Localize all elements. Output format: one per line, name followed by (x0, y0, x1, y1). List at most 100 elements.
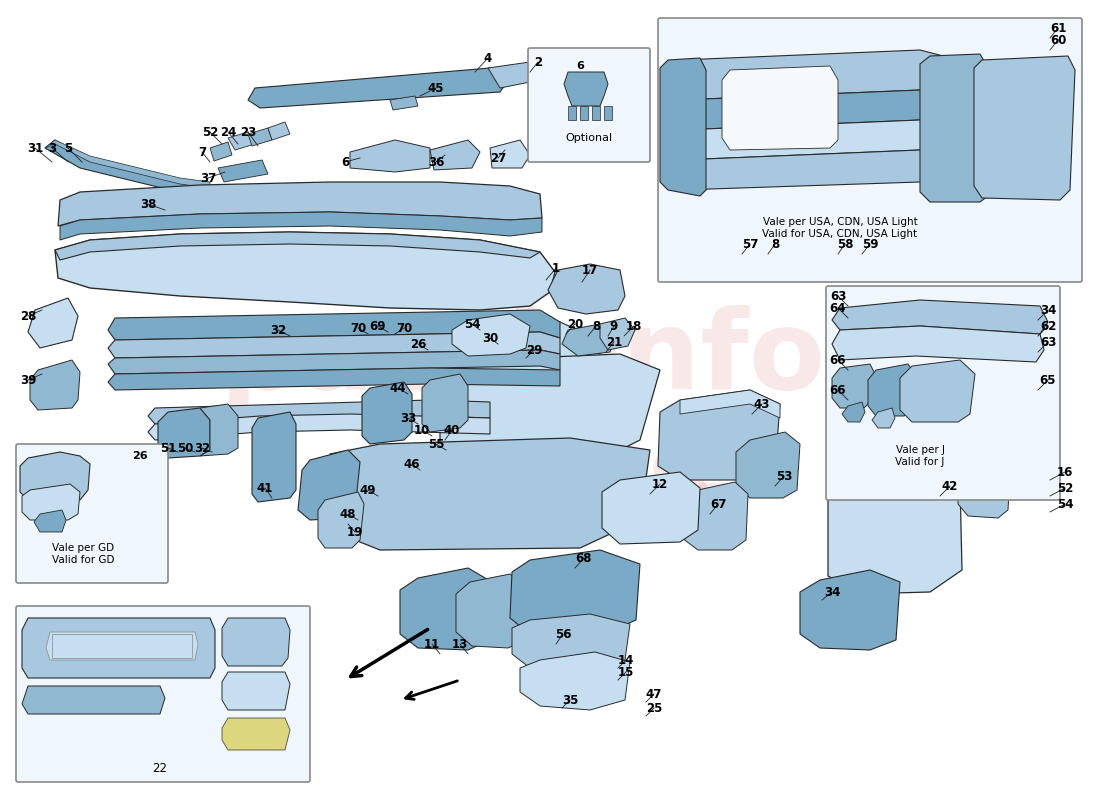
Text: 66: 66 (829, 354, 846, 366)
Polygon shape (200, 404, 238, 456)
Text: 44: 44 (389, 382, 406, 394)
Text: 12: 12 (652, 478, 668, 490)
Text: 26: 26 (132, 451, 148, 461)
Polygon shape (832, 326, 1044, 362)
Text: 42: 42 (942, 479, 958, 493)
Polygon shape (832, 364, 876, 408)
Text: Vale per GD: Vale per GD (52, 543, 114, 553)
Text: 54: 54 (464, 318, 481, 330)
Polygon shape (318, 492, 364, 548)
Text: 70: 70 (350, 322, 366, 334)
Polygon shape (34, 510, 66, 532)
Polygon shape (658, 390, 780, 480)
Text: 23: 23 (240, 126, 256, 138)
Text: 20: 20 (566, 318, 583, 330)
Text: 63: 63 (1040, 335, 1056, 349)
Text: 62: 62 (1040, 319, 1056, 333)
Text: 25: 25 (646, 702, 662, 714)
Polygon shape (660, 58, 706, 196)
Polygon shape (722, 66, 838, 150)
Text: 9: 9 (609, 319, 618, 333)
Text: 21: 21 (606, 335, 623, 349)
Polygon shape (248, 128, 272, 146)
Text: 51: 51 (160, 442, 176, 454)
Polygon shape (510, 550, 640, 636)
Text: 32: 32 (270, 323, 286, 337)
Text: 13: 13 (452, 638, 469, 650)
Text: 8: 8 (771, 238, 779, 250)
Text: 55: 55 (428, 438, 444, 450)
Text: 69: 69 (370, 319, 386, 333)
Text: 46: 46 (404, 458, 420, 470)
Polygon shape (46, 632, 198, 660)
Polygon shape (452, 314, 530, 356)
Polygon shape (252, 412, 296, 502)
Text: 70: 70 (396, 322, 412, 334)
Polygon shape (668, 120, 990, 160)
Polygon shape (210, 142, 232, 161)
Text: 32: 32 (194, 442, 210, 454)
Text: 8: 8 (592, 319, 601, 333)
Text: 50: 50 (177, 442, 194, 454)
Polygon shape (422, 374, 468, 432)
Polygon shape (600, 318, 635, 350)
FancyBboxPatch shape (658, 18, 1082, 282)
Text: 22: 22 (153, 762, 167, 774)
Polygon shape (268, 122, 290, 140)
Polygon shape (736, 432, 800, 498)
Polygon shape (22, 686, 165, 714)
Polygon shape (568, 106, 576, 120)
Text: 16: 16 (1057, 466, 1074, 478)
Text: 49: 49 (360, 483, 376, 497)
Polygon shape (55, 232, 556, 310)
Text: Valid for GD: Valid for GD (52, 555, 114, 565)
Text: 66: 66 (829, 383, 846, 397)
Polygon shape (108, 368, 560, 390)
Text: 33: 33 (400, 411, 416, 425)
Text: 47: 47 (646, 687, 662, 701)
Polygon shape (45, 140, 214, 194)
Text: 27: 27 (490, 151, 506, 165)
FancyBboxPatch shape (826, 286, 1060, 500)
Polygon shape (512, 614, 630, 672)
Polygon shape (564, 72, 608, 106)
Polygon shape (440, 354, 660, 462)
Text: Valid for J: Valid for J (895, 457, 945, 467)
Text: 64: 64 (829, 302, 846, 314)
FancyBboxPatch shape (16, 606, 310, 782)
Text: 34: 34 (824, 586, 840, 598)
Text: 43: 43 (754, 398, 770, 410)
Text: Vale per USA, CDN, USA Light: Vale per USA, CDN, USA Light (762, 217, 917, 227)
Polygon shape (45, 140, 210, 188)
Polygon shape (548, 264, 625, 314)
Text: 54: 54 (1057, 498, 1074, 510)
Text: 35: 35 (562, 694, 579, 706)
Text: 24: 24 (220, 126, 236, 138)
Text: 56: 56 (554, 627, 571, 641)
Text: 11: 11 (424, 638, 440, 650)
Text: passion⁠for
parts: passion⁠for parts (220, 305, 880, 535)
Text: 2: 2 (534, 55, 542, 69)
Polygon shape (400, 568, 492, 650)
Polygon shape (592, 106, 600, 120)
Polygon shape (330, 438, 650, 550)
Polygon shape (218, 160, 268, 182)
Polygon shape (562, 324, 616, 356)
Text: 52: 52 (201, 126, 218, 138)
Polygon shape (580, 106, 588, 120)
Text: 5: 5 (64, 142, 73, 154)
Text: 37: 37 (200, 171, 216, 185)
Polygon shape (298, 450, 360, 520)
Polygon shape (828, 468, 962, 594)
Text: 41: 41 (256, 482, 273, 494)
Text: 61: 61 (1049, 22, 1066, 34)
Text: 17: 17 (582, 263, 598, 277)
Text: 19: 19 (346, 526, 363, 538)
Polygon shape (900, 360, 975, 422)
Text: 45: 45 (428, 82, 444, 94)
Text: 53: 53 (776, 470, 792, 482)
Polygon shape (668, 50, 990, 100)
Polygon shape (222, 718, 290, 750)
Polygon shape (108, 350, 560, 374)
Text: 36: 36 (428, 155, 444, 169)
